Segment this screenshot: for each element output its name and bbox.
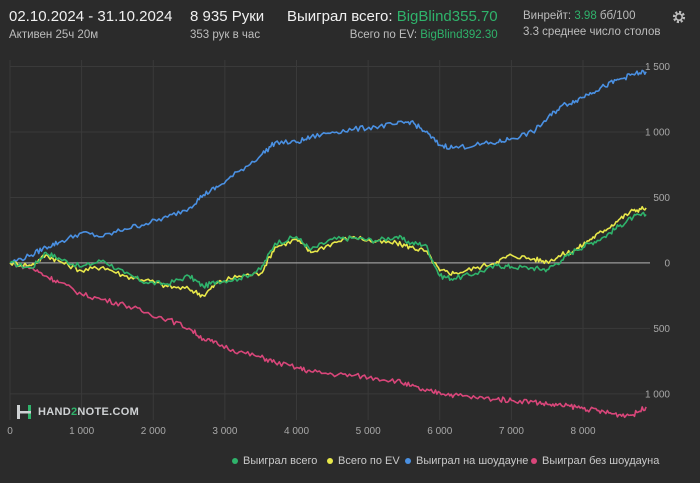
avg-tables: 3.3 среднее число столов <box>523 26 661 38</box>
x-tick-label: 3 000 <box>212 426 237 437</box>
y-tick-label: 500 <box>653 324 670 335</box>
profit-chart: 0 1 000 2 000 3 000 4 000 5 000 6 000 7 000 8 00… <box>0 48 700 478</box>
series-line-won_total <box>9 211 647 289</box>
x-tick-label: 1 000 <box>69 426 94 437</box>
winrate-block: Винрейт: 3.98 бб/100 3.3 среднее число с… <box>523 10 661 38</box>
hands-count: 8 935 Руки <box>190 8 265 25</box>
winrate-unit: бб/100 <box>599 10 636 22</box>
won-total: Выиграл всего: BigBlind355.70 <box>287 8 498 25</box>
legend-ev[interactable]: Всего по EV <box>327 455 400 467</box>
x-tick-label: 7 000 <box>499 426 524 437</box>
hands-per-hour: 353 рук в час <box>190 29 261 41</box>
won-total-label: Выиграл всего: <box>287 8 393 25</box>
hands-block: 8 935 Руки 353 рук в час <box>190 8 264 41</box>
legend-non-showdown[interactable]: Выиграл без шоудауна <box>531 455 659 467</box>
series-line-non_showdown <box>10 262 647 419</box>
legend-dot <box>232 458 238 464</box>
logo-text: HAND2NOTE.COM <box>38 406 140 418</box>
y-tick-label: 1 500 <box>645 62 670 73</box>
summary-header: 02.10.2024 - 31.10.2024 Активен 25ч 20м … <box>0 0 700 48</box>
y-tick-label: 1 000 <box>645 389 670 400</box>
legend-dot <box>405 458 411 464</box>
won-total-value: BigBlind355.70 <box>396 8 498 25</box>
winrate: Винрейт: 3.98 бб/100 <box>523 10 661 22</box>
logo-icon <box>16 404 32 420</box>
y-tick-label: 0 <box>664 258 670 269</box>
winrate-value: 3.98 <box>574 10 597 22</box>
series-line-ev <box>9 205 647 298</box>
series-line-showdown <box>10 69 647 264</box>
legend-dot <box>327 458 333 464</box>
winrate-label: Винрейт: <box>523 10 572 22</box>
ev-total-label: Всего по EV: <box>349 29 418 41</box>
chart-svg: 0 1 000 2 000 3 000 4 000 5 000 6 000 7 000 8 00… <box>7 60 670 437</box>
y-tick-label: 1 000 <box>645 128 670 139</box>
date-range: 02.10.2024 - 31.10.2024 <box>9 8 173 25</box>
date-block: 02.10.2024 - 31.10.2024 Активен 25ч 20м <box>9 8 172 41</box>
ev-total: Всего по EV: BigBlind392.30 <box>339 29 498 41</box>
x-tick-label: 6 000 <box>427 426 452 437</box>
chart-legend: Выиграл всего Всего по EV Выиграл на шоу… <box>0 455 700 469</box>
settings-icon[interactable] <box>671 9 687 25</box>
x-tick-label: 4 000 <box>284 426 309 437</box>
x-tick-label: 8 000 <box>571 426 596 437</box>
x-tick-label: 2 000 <box>141 426 166 437</box>
won-block: Выиграл всего: BigBlind355.70 Всего по E… <box>287 8 498 41</box>
legend-dot <box>531 458 537 464</box>
y-tick-label: 500 <box>653 193 670 204</box>
legend-won-total[interactable]: Выиграл всего <box>232 455 317 467</box>
x-tick-label: 5 000 <box>356 426 381 437</box>
hand2note-logo: HAND2NOTE.COM <box>16 404 139 420</box>
ev-total-value: BigBlind392.30 <box>420 29 498 41</box>
active-time: Активен 25ч 20м <box>9 29 99 41</box>
x-tick-label: 0 <box>7 426 13 437</box>
legend-showdown[interactable]: Выиграл на шоудауне <box>405 455 528 467</box>
